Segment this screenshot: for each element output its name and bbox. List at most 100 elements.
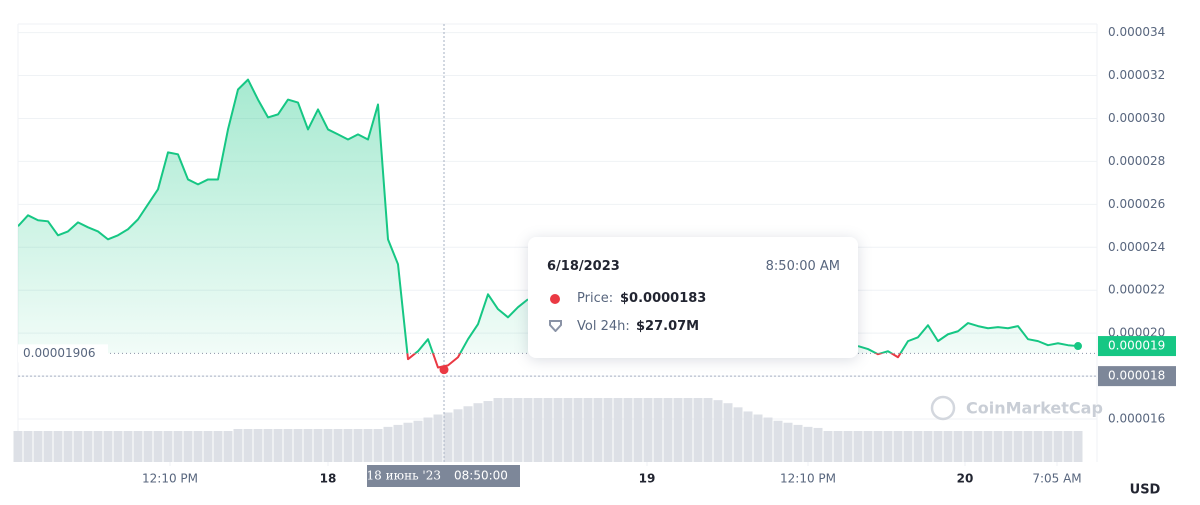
volume-bar xyxy=(733,407,743,462)
volume-bar xyxy=(43,430,53,462)
volume-bar xyxy=(523,398,533,462)
volume-bar xyxy=(173,430,183,462)
last-price-tag xyxy=(1098,336,1176,357)
price-line-up xyxy=(18,78,1079,354)
volume-bar xyxy=(893,430,903,462)
volume-bar xyxy=(303,429,313,462)
volume-bar xyxy=(343,429,353,462)
volume-bar xyxy=(623,398,633,462)
y-tick-label: 0.000030 xyxy=(1108,111,1165,125)
volume-bar xyxy=(1073,430,1083,462)
volume-bar xyxy=(393,424,403,462)
y-tick-label: 0.000022 xyxy=(1108,283,1165,297)
volume-bar xyxy=(403,422,413,462)
volume-bar xyxy=(1063,430,1073,462)
y-tick-label: 0.000024 xyxy=(1108,240,1165,254)
volume-bar xyxy=(323,429,333,462)
volume-bar xyxy=(543,398,553,462)
volume-bar xyxy=(823,430,833,462)
volume-bar xyxy=(743,411,753,462)
y-tick-label: 0.000034 xyxy=(1108,25,1165,39)
volume-bar xyxy=(463,406,473,462)
volume-bar xyxy=(513,398,523,462)
volume-bar xyxy=(963,430,973,462)
last-price-tag-label: 0.000019 xyxy=(1108,339,1165,353)
volume-bar xyxy=(1023,430,1033,462)
crosshair-date-label: 18 июнь '23 xyxy=(367,469,441,483)
volume-bar xyxy=(613,398,623,462)
reference-label: 0.00001906 xyxy=(23,346,96,360)
volume-bar xyxy=(813,427,823,462)
volume-bar xyxy=(93,430,103,462)
volume-bar xyxy=(803,426,813,462)
volume-bar xyxy=(673,398,683,462)
volume-bar xyxy=(533,398,543,462)
volume-bar xyxy=(263,429,273,462)
volume-bar xyxy=(1043,430,1053,462)
crosshair-dot xyxy=(439,365,449,375)
volume-bar xyxy=(243,429,253,462)
volume-icon xyxy=(549,320,562,332)
volume-bar xyxy=(193,430,203,462)
y-tick-label: 0.000032 xyxy=(1108,68,1165,82)
volume-bar xyxy=(653,398,663,462)
volume-bar xyxy=(293,429,303,462)
volume-bar xyxy=(783,422,793,462)
volume-bar xyxy=(73,430,83,462)
volume-bar xyxy=(583,398,593,462)
x-tick-label: 12:10 PM xyxy=(780,472,836,486)
volume-bar xyxy=(283,429,293,462)
volume-bar xyxy=(183,430,193,462)
volume-bar xyxy=(633,398,643,462)
volume-bar xyxy=(913,430,923,462)
volume-bar xyxy=(833,430,843,462)
tooltip-time: 8:50:00 AM xyxy=(765,259,840,274)
volume-bar xyxy=(863,430,873,462)
watermark: CoinMarketCap xyxy=(966,399,1103,418)
volume-bar xyxy=(223,430,233,462)
tooltip-price: $0.0000183 xyxy=(620,291,707,306)
volume-bar xyxy=(983,430,993,462)
y-tick-label: 0.000016 xyxy=(1108,412,1165,426)
volume-bar xyxy=(83,430,93,462)
volume-bar xyxy=(993,430,1003,462)
volume-bar xyxy=(683,398,693,462)
volume-bar xyxy=(163,430,173,462)
volume-bar xyxy=(203,430,213,462)
volume-bar xyxy=(603,398,613,462)
last-price-dot xyxy=(1074,342,1082,351)
volume-bar xyxy=(383,426,393,462)
volume-bar xyxy=(1013,430,1023,462)
price-area xyxy=(18,79,1078,354)
volume-bar xyxy=(473,403,483,462)
volume-bar xyxy=(443,412,453,462)
volume-bar xyxy=(643,398,653,462)
volume-bar xyxy=(363,429,373,462)
volume-bar xyxy=(1003,430,1013,462)
volume-bar xyxy=(883,430,893,462)
x-tick-label: 7:05 AM xyxy=(1032,472,1081,486)
volume-bar xyxy=(563,398,573,462)
y-tick-label: 0.000028 xyxy=(1108,154,1165,168)
y-tick-label: 0.000026 xyxy=(1108,197,1165,211)
volume-bar xyxy=(1053,430,1063,462)
volume-bar xyxy=(663,398,673,462)
volume-bar xyxy=(433,414,443,462)
volume-bar xyxy=(903,430,913,462)
volume-bar xyxy=(843,430,853,462)
crosshair-time-label: 08:50:00 xyxy=(454,469,508,483)
volume-bar xyxy=(103,430,113,462)
volume-bar xyxy=(113,430,123,462)
volume-bar xyxy=(423,417,433,462)
volume-bar xyxy=(573,398,583,462)
tooltip-volume: $27.07M xyxy=(636,319,700,334)
x-tick-label: 19 xyxy=(639,472,656,486)
volume-bar xyxy=(953,430,963,462)
volume-bar xyxy=(153,430,163,462)
volume-bar xyxy=(253,429,263,462)
tooltip: 6/18/2023 8:50:00 AM Price: $0.0000183 V… xyxy=(528,237,858,358)
volume-bar xyxy=(63,430,73,462)
volume-bar xyxy=(53,430,63,462)
volume-bar xyxy=(933,430,943,462)
